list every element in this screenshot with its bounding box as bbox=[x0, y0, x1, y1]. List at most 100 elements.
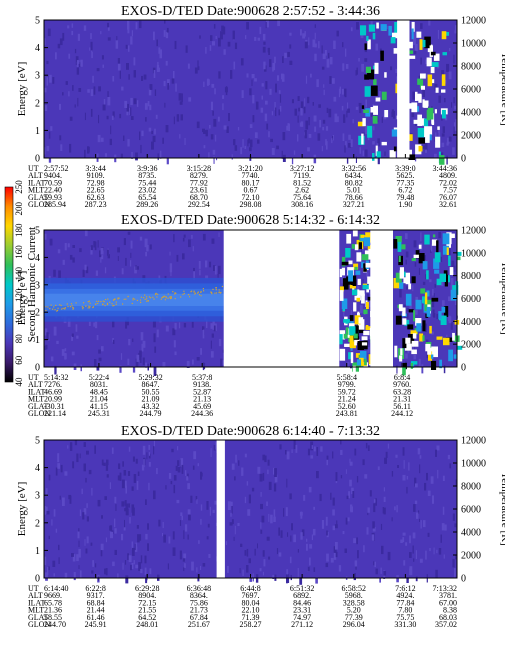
noise-mark bbox=[270, 138, 273, 143]
noise-mark bbox=[197, 463, 199, 467]
noise-mark bbox=[163, 30, 166, 37]
noise-mark bbox=[151, 141, 154, 150]
orbit-value: 9669. bbox=[44, 591, 62, 600]
noise-mark bbox=[416, 323, 422, 332]
noise-mark bbox=[100, 31, 102, 35]
noise-mark bbox=[137, 471, 140, 476]
noise-mark bbox=[79, 453, 81, 459]
noise-mark bbox=[286, 125, 289, 131]
noise-mark bbox=[142, 340, 146, 348]
noise-mark bbox=[411, 276, 416, 284]
noise-mark bbox=[230, 501, 233, 506]
noise-mark bbox=[92, 560, 94, 567]
noise-mark bbox=[339, 268, 342, 278]
noise-mark bbox=[175, 465, 178, 471]
noise-mark bbox=[127, 358, 130, 365]
noise-mark bbox=[366, 301, 369, 309]
noise-mark bbox=[183, 530, 185, 540]
noise-mark bbox=[449, 48, 451, 52]
noise-mark bbox=[322, 126, 325, 131]
noise-mark bbox=[105, 537, 107, 543]
orbit-value: 5:37:8 bbox=[192, 373, 212, 382]
noise-mark bbox=[370, 108, 374, 117]
noise-mark bbox=[360, 234, 365, 241]
noise-mark bbox=[321, 66, 325, 70]
noise-mark bbox=[157, 61, 159, 68]
noise-mark bbox=[361, 63, 364, 72]
orbit-value: 244.70 bbox=[44, 620, 66, 629]
noise-mark bbox=[273, 509, 276, 517]
noise-mark bbox=[442, 506, 445, 515]
noise-mark bbox=[162, 522, 164, 529]
orbit-value: 5:22:4 bbox=[89, 373, 109, 382]
noise-mark bbox=[404, 319, 410, 326]
noise-mark bbox=[394, 345, 398, 358]
orbit-value: 298.08 bbox=[240, 200, 262, 209]
band-dot bbox=[174, 292, 176, 294]
noise-mark bbox=[57, 43, 61, 49]
noise-mark bbox=[184, 563, 186, 568]
noise-mark bbox=[136, 525, 139, 529]
noise-mark bbox=[140, 568, 143, 574]
orbit-value: 8031. bbox=[90, 380, 108, 389]
noise-mark bbox=[433, 293, 435, 297]
noise-mark bbox=[165, 32, 169, 39]
noise-mark bbox=[341, 88, 344, 95]
noise-mark bbox=[326, 553, 329, 562]
noise-mark bbox=[286, 451, 290, 460]
noise-mark bbox=[227, 565, 229, 573]
noise-mark bbox=[339, 86, 341, 94]
noise-mark bbox=[246, 21, 249, 30]
noise-mark bbox=[448, 248, 451, 256]
noise-mark bbox=[402, 537, 405, 543]
noise-mark bbox=[436, 278, 442, 286]
noise-mark bbox=[192, 465, 195, 470]
noise-mark bbox=[123, 470, 127, 476]
orbit-value: 6:14:40 bbox=[44, 584, 68, 593]
noise-mark bbox=[432, 495, 434, 504]
noise-mark bbox=[383, 496, 386, 502]
orbit-row-label: GLON bbox=[28, 620, 50, 629]
noise-mark bbox=[123, 238, 126, 246]
orbit-value: 21.73 bbox=[190, 606, 208, 615]
noise-mark bbox=[427, 107, 434, 120]
noise-mark bbox=[231, 463, 235, 470]
noise-mark bbox=[100, 543, 104, 551]
noise-mark bbox=[90, 89, 94, 97]
noise-mark bbox=[268, 513, 270, 522]
noise-mark bbox=[395, 236, 402, 243]
y-tick-label: 4 bbox=[35, 253, 40, 264]
noise-mark bbox=[94, 321, 98, 329]
noise-mark bbox=[59, 135, 62, 141]
noise-mark bbox=[427, 304, 431, 308]
noise-mark bbox=[126, 63, 129, 70]
noise-mark bbox=[268, 556, 271, 560]
band-dot bbox=[107, 298, 109, 300]
noise-mark bbox=[91, 570, 94, 574]
noise-mark bbox=[117, 256, 119, 261]
noise-mark bbox=[174, 40, 177, 50]
noise-mark bbox=[119, 113, 122, 119]
noise-mark bbox=[329, 76, 332, 84]
noise-mark bbox=[96, 366, 100, 371]
noise-mark bbox=[143, 459, 145, 468]
noise-mark bbox=[213, 325, 216, 332]
band-dot bbox=[218, 289, 220, 291]
noise-mark bbox=[354, 315, 361, 325]
orbit-value: 244.36 bbox=[191, 409, 213, 418]
noise-mark bbox=[312, 102, 314, 106]
noise-mark bbox=[137, 534, 140, 543]
noise-mark bbox=[297, 549, 299, 553]
band-dot bbox=[194, 293, 196, 295]
noise-mark bbox=[314, 53, 317, 62]
noise-mark bbox=[319, 493, 322, 502]
noise-mark bbox=[257, 139, 260, 144]
y2-tick-label: 2000 bbox=[461, 131, 481, 142]
noise-mark bbox=[436, 336, 443, 340]
noise-mark bbox=[44, 105, 48, 111]
noise-mark bbox=[361, 336, 368, 341]
orbit-row-label: MLT bbox=[28, 395, 44, 404]
noise-mark bbox=[238, 460, 240, 466]
band-dot bbox=[113, 299, 115, 301]
noise-mark bbox=[192, 359, 194, 365]
